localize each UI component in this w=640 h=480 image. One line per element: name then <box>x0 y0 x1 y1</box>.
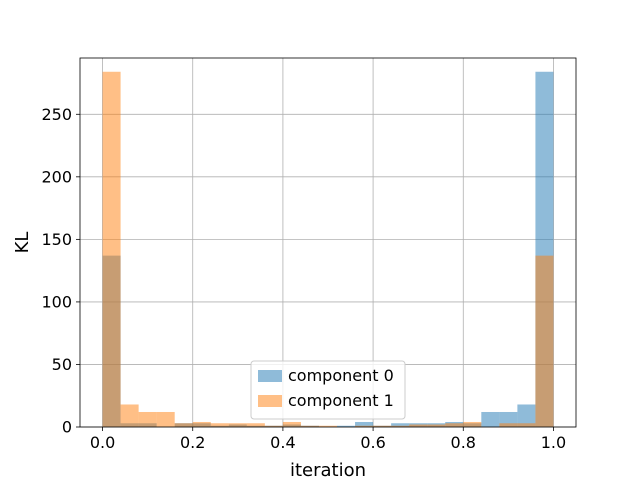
x-axis-title: iteration <box>290 460 366 480</box>
bar-series-1-bin-0 <box>102 71 121 427</box>
x-tick-label: 0.2 <box>180 433 205 452</box>
bar-series-0-bin-14 <box>355 421 374 427</box>
y-tick-label: 250 <box>41 105 72 124</box>
bar-series-1-bin-2 <box>138 411 157 427</box>
x-tick-label: 0.8 <box>451 433 476 452</box>
bar-series-0-bin-16 <box>391 423 410 427</box>
bar-series-1-bin-6 <box>210 423 229 427</box>
y-axis-title: KL <box>12 232 33 254</box>
x-tick-label: 0.4 <box>270 433 295 452</box>
bar-series-1-bin-8 <box>246 423 265 427</box>
bar-series-0-bin-13 <box>337 425 356 427</box>
x-tick-label: 0.0 <box>90 433 115 452</box>
grid-lines <box>80 58 576 428</box>
legend-label-1: component 1 <box>288 391 394 410</box>
y-tick-label: 50 <box>52 355 72 374</box>
bar-series-1-bin-9 <box>264 425 283 427</box>
bar-series-1-bin-20 <box>463 421 482 427</box>
bar-series-1-bin-15 <box>373 425 392 427</box>
bar-series-1-bin-17 <box>409 424 428 427</box>
bar-series-1-bin-16 <box>391 425 410 427</box>
bar-series-1-bin-10 <box>282 421 301 427</box>
bar-series-1-bin-11 <box>300 425 319 427</box>
y-tick-label: 0 <box>62 418 72 437</box>
y-tick-label: 100 <box>41 292 72 311</box>
x-tick-label: 1.0 <box>541 433 566 452</box>
y-tick-label: 200 <box>41 167 72 186</box>
bar-series-1-bin-24 <box>535 255 554 427</box>
bar-series-1-bin-19 <box>445 423 464 427</box>
histogram-bars <box>102 71 554 427</box>
bar-series-1-bin-5 <box>192 421 211 427</box>
legend: component 0 component 1 <box>250 360 406 420</box>
bar-series-0-bin-23 <box>517 404 536 427</box>
x-tick-label: 0.6 <box>360 433 385 452</box>
bar-series-1-bin-23 <box>517 423 536 427</box>
bar-series-1-bin-3 <box>156 411 175 427</box>
legend-label-0: component 0 <box>288 366 394 385</box>
y-tick-label: 150 <box>41 230 72 249</box>
legend-swatch-1 <box>258 395 282 407</box>
plot-frame <box>79 57 577 428</box>
x-axis-ticks: 0.0 0.2 0.4 0.6 0.8 1.0 <box>90 427 566 452</box>
bar-series-1-bin-4 <box>174 423 193 427</box>
bar-series-1-bin-18 <box>427 424 446 427</box>
bar-series-1-bin-1 <box>120 404 139 427</box>
bar-series-0-bin-21 <box>481 411 500 427</box>
bar-series-1-bin-12 <box>318 425 338 427</box>
bar-series-1-bin-22 <box>499 423 518 427</box>
legend-box <box>250 360 406 420</box>
bar-series-1-bin-7 <box>228 423 247 427</box>
y-axis-ticks: 0 50 100 150 200 250 <box>41 105 80 437</box>
bar-series-1-bin-14 <box>355 425 374 427</box>
legend-swatch-0 <box>258 370 282 382</box>
